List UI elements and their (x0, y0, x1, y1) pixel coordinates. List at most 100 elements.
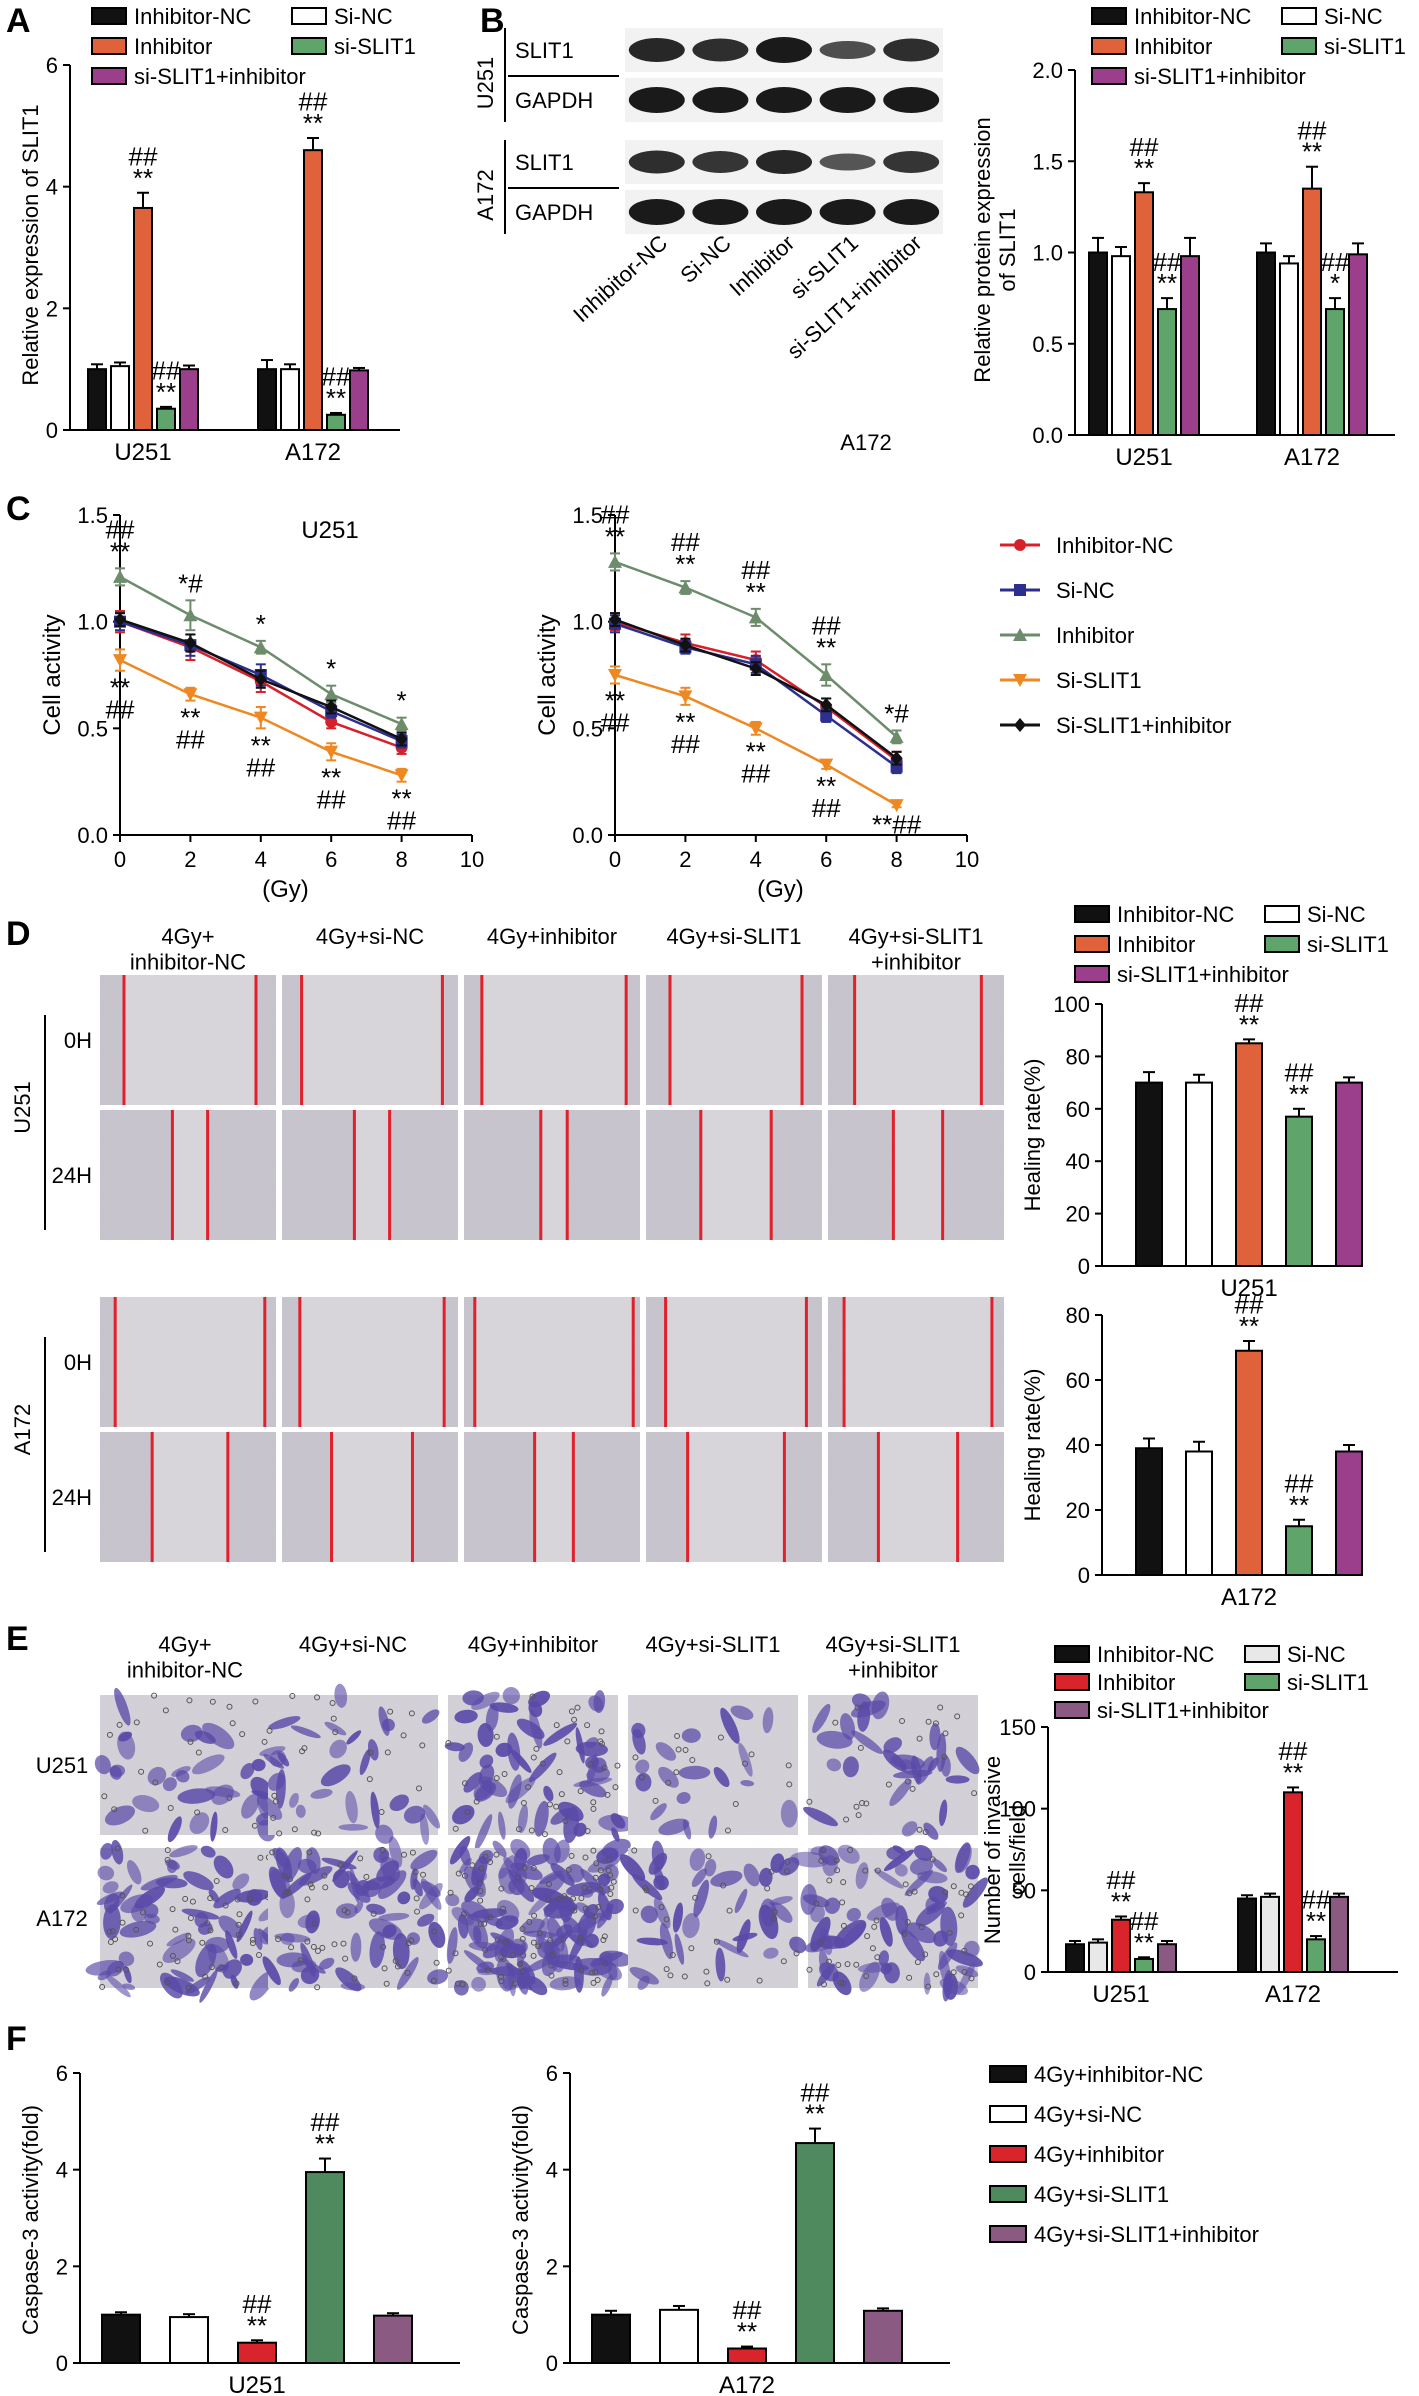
membrane-pore (519, 1935, 526, 1942)
stained-cell (963, 1940, 980, 1957)
bar (1135, 1081, 1163, 1267)
micrograph (828, 1110, 1004, 1240)
membrane-pore (500, 1905, 507, 1912)
row-label: A172 (10, 1404, 35, 1455)
membrane-pore (330, 1715, 337, 1722)
membrane-pore (813, 1900, 820, 1907)
panel-letter: A (6, 2, 31, 40)
stained-cell (846, 1907, 861, 1922)
column-header: 4Gy+ inhibitor-NC (130, 924, 246, 974)
membrane-pore (283, 1888, 290, 1895)
stained-cell (734, 1888, 748, 1914)
membrane-pore (409, 1849, 416, 1856)
stained-cell (210, 1811, 218, 1842)
membrane-pore (249, 1940, 256, 1947)
stained-cell (965, 1864, 980, 1880)
stained-cell (812, 1703, 831, 1734)
stained-cell (909, 1857, 934, 1875)
blot-band (628, 38, 685, 62)
stained-cell (417, 1913, 435, 1927)
x-tick-label: 8 (890, 847, 902, 872)
stained-cell (933, 1930, 949, 1947)
membrane-pore (564, 1738, 571, 1745)
significance-label: ** (746, 577, 766, 607)
panel-letter: B (480, 2, 505, 40)
stained-cell (280, 1932, 295, 1945)
stained-cell (297, 1858, 317, 1874)
micrograph (803, 1691, 980, 1840)
membrane-pore (587, 1760, 594, 1767)
membrane-pore (863, 1800, 870, 1807)
blot-band (692, 38, 749, 62)
membrane-pore (565, 1866, 572, 1873)
significance-label: ** (110, 673, 130, 703)
blot-band (628, 150, 685, 174)
membrane-pore (853, 1961, 860, 1968)
wound-gap (331, 1432, 413, 1562)
stained-cell (955, 1746, 980, 1775)
bar (326, 413, 346, 431)
membrane-pore (222, 1902, 229, 1909)
micrograph (257, 1683, 441, 1845)
membrane-pore (911, 1888, 918, 1895)
stained-cell (118, 1951, 135, 1967)
stained-cell (346, 1730, 362, 1745)
membrane-pore (553, 1803, 560, 1810)
membrane-pore (156, 1961, 163, 1968)
micrograph (464, 1297, 640, 1427)
micrograph (828, 975, 1004, 1105)
legend-entry: Inhibitor-NC (1097, 1642, 1214, 1667)
membrane-pore (164, 1979, 171, 1986)
membrane-pore (494, 1936, 501, 1943)
membrane-pore (381, 1965, 388, 1972)
stained-cell (105, 1974, 131, 1998)
significance-label: ## (106, 514, 135, 544)
data-point (1013, 628, 1027, 641)
membrane-pore (378, 1809, 385, 1816)
y-tick-label: 0 (46, 418, 58, 443)
membrane-pore (607, 1890, 614, 1897)
legend-swatch (91, 37, 127, 55)
blot-band (628, 87, 685, 113)
wound-gap (124, 975, 256, 1105)
membrane-pore (169, 1906, 176, 1913)
stained-cell (810, 1916, 831, 1952)
membrane-pore (185, 1932, 192, 1939)
membrane-pore (555, 1896, 562, 1903)
membrane-pore (462, 1780, 469, 1787)
stained-cell (833, 1919, 867, 1949)
stained-cell (800, 1884, 817, 1915)
significance-label: ** (156, 377, 176, 407)
data-point (394, 717, 409, 731)
time-label: 0H (64, 1028, 92, 1053)
membrane-pore (109, 1928, 116, 1935)
significance-label: ## (741, 759, 770, 789)
membrane-pore (528, 1827, 535, 1834)
membrane-pore (568, 1852, 575, 1859)
significance-label: ## (1130, 1906, 1159, 1936)
stained-cell (632, 1728, 646, 1755)
data-point (889, 799, 904, 813)
stained-cell (544, 1896, 560, 1918)
membrane-pore (204, 1920, 211, 1927)
membrane-pore (859, 1800, 866, 1807)
stained-cell (199, 1969, 218, 2003)
membrane-pore (665, 1779, 672, 1786)
membrane-pore (732, 1801, 739, 1808)
stained-cell (421, 1709, 440, 1724)
bar (795, 2142, 835, 2364)
membrane-pore (669, 1952, 676, 1959)
bar (1088, 251, 1108, 436)
stained-cell (132, 1795, 160, 1813)
stained-cell (350, 1932, 362, 1962)
data-point (679, 638, 692, 653)
y-tick-label: 40 (1066, 1433, 1090, 1458)
membrane-pore (459, 1981, 466, 1988)
membrane-pore (392, 1957, 399, 1964)
significance-label: ## (322, 362, 351, 392)
stained-cell (495, 1742, 513, 1757)
stained-cell (720, 1707, 740, 1744)
stained-cell (97, 1865, 115, 1881)
membrane-pore (561, 1893, 568, 1900)
stained-cell (445, 1893, 460, 1907)
